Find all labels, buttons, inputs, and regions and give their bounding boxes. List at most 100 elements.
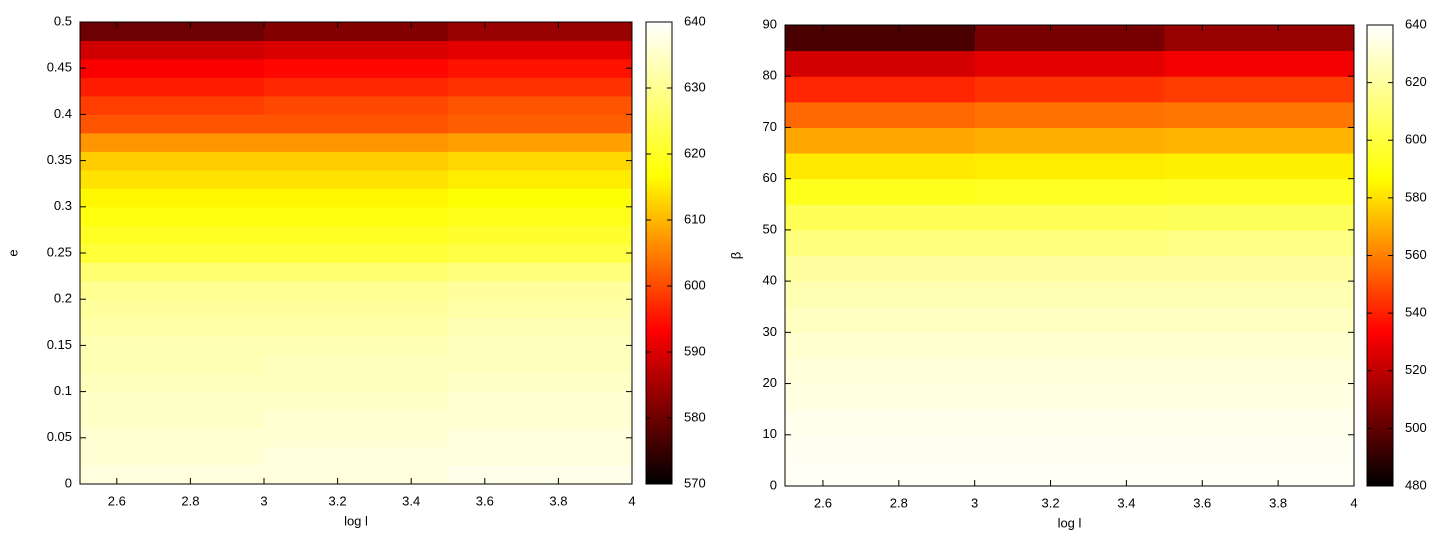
colorbar-tick-label: 590	[684, 343, 706, 358]
heat-cell	[974, 204, 1165, 231]
heat-cell	[264, 206, 449, 226]
heat-cell	[264, 22, 449, 41]
heat-cell	[80, 336, 265, 356]
x-tick-label: 3.4	[1117, 495, 1135, 510]
heat-cell	[264, 280, 449, 300]
heat-cell	[80, 225, 265, 245]
heat-cell	[974, 178, 1165, 205]
heat-cell	[264, 354, 449, 374]
heat-cell	[264, 373, 449, 393]
heat-cell	[264, 188, 449, 208]
heat-cell	[1164, 153, 1355, 180]
colorbar-tick-label: 640	[684, 13, 706, 28]
heat-cell	[80, 151, 265, 171]
heat-cell	[80, 280, 265, 300]
heat-cell	[785, 25, 976, 52]
heat-cell	[80, 243, 265, 263]
y-tick-label: 0.3	[54, 198, 72, 213]
heat-cell	[785, 281, 976, 308]
heat-cell	[1164, 25, 1355, 52]
heat-cell	[80, 410, 265, 430]
y-tick-label: 0.4	[54, 106, 72, 121]
y-tick-label: 90	[763, 16, 777, 31]
heat-cell	[264, 151, 449, 171]
heat-cell	[264, 95, 449, 115]
heat-cell	[974, 76, 1165, 103]
heat-cell	[80, 169, 265, 189]
y-tick-label: 40	[763, 273, 777, 288]
heat-cell	[785, 178, 976, 205]
heat-cell	[448, 336, 633, 356]
x-tick-label: 2.6	[814, 495, 832, 510]
x-tick-label: 3.8	[1269, 495, 1287, 510]
y-tick-label: 0.15	[47, 337, 72, 352]
x-tick-label: 3.6	[1193, 495, 1211, 510]
y-tick-label: 10	[763, 426, 777, 441]
heat-cell	[974, 25, 1165, 52]
heat-cell	[785, 383, 976, 410]
heat-cell	[974, 229, 1165, 256]
x-tick-label: 3.2	[1041, 495, 1059, 510]
heat-cell	[448, 22, 633, 41]
heat-cell	[80, 354, 265, 374]
heat-cell	[80, 447, 265, 467]
heat-cell	[448, 410, 633, 430]
heat-cell	[448, 391, 633, 411]
heat-cell	[264, 447, 449, 467]
heat-cell	[974, 281, 1165, 308]
heat-cell	[448, 373, 633, 393]
y-tick-label: 0.2	[54, 291, 72, 306]
heat-cell	[1164, 178, 1355, 205]
heat-cell	[974, 101, 1165, 128]
heat-cell	[264, 317, 449, 337]
colorbar-tick-label: 620	[1405, 74, 1427, 89]
heat-cell	[264, 169, 449, 189]
heat-cell	[448, 188, 633, 208]
heat-cell	[264, 410, 449, 430]
heat-cell	[264, 262, 449, 282]
heat-cell	[1164, 76, 1355, 103]
heat-cell	[785, 357, 976, 385]
heat-cell	[974, 255, 1165, 282]
heat-cell	[80, 465, 265, 485]
heat-cell	[1164, 383, 1355, 410]
heat-cell	[785, 229, 976, 256]
heat-cell	[1164, 50, 1355, 77]
heat-cell	[264, 114, 449, 134]
x-tick-label: 3.4	[402, 493, 420, 508]
heat-cell	[785, 153, 976, 180]
x-axis-label: log l	[1058, 515, 1082, 530]
heat-cell	[1164, 357, 1355, 385]
heat-cell	[974, 50, 1165, 77]
heat-cell	[974, 383, 1165, 410]
heat-cell	[974, 434, 1165, 461]
x-tick-label: 3.6	[476, 493, 494, 508]
y-tick-label: 50	[763, 221, 777, 236]
heat-cell	[80, 188, 265, 208]
y-tick-label: 0	[65, 475, 72, 490]
heat-cell	[448, 317, 633, 337]
heat-cell	[80, 114, 265, 134]
y-tick-label: 0.05	[47, 429, 72, 444]
heat-cell	[448, 95, 633, 115]
heat-cell	[448, 77, 633, 97]
heat-cell	[974, 357, 1165, 385]
heat-cell	[448, 151, 633, 171]
heat-cell	[785, 306, 976, 333]
heat-cell	[80, 40, 265, 60]
heat-cell	[80, 317, 265, 337]
heat-cell	[448, 225, 633, 245]
heat-cell	[1164, 101, 1355, 128]
colorbar-tick-label: 560	[1405, 247, 1427, 262]
heat-cell	[785, 460, 976, 487]
heat-cell	[264, 299, 449, 319]
y-tick-label: 20	[763, 375, 777, 390]
heat-cell	[264, 225, 449, 245]
x-tick-label: 3	[260, 493, 267, 508]
heat-cell	[448, 354, 633, 374]
heat-cell	[448, 243, 633, 263]
heat-cell	[1164, 434, 1355, 461]
colorbar-tick-label: 540	[1405, 305, 1427, 320]
heat-cell	[448, 132, 633, 152]
y-axis-label: e	[5, 249, 20, 256]
